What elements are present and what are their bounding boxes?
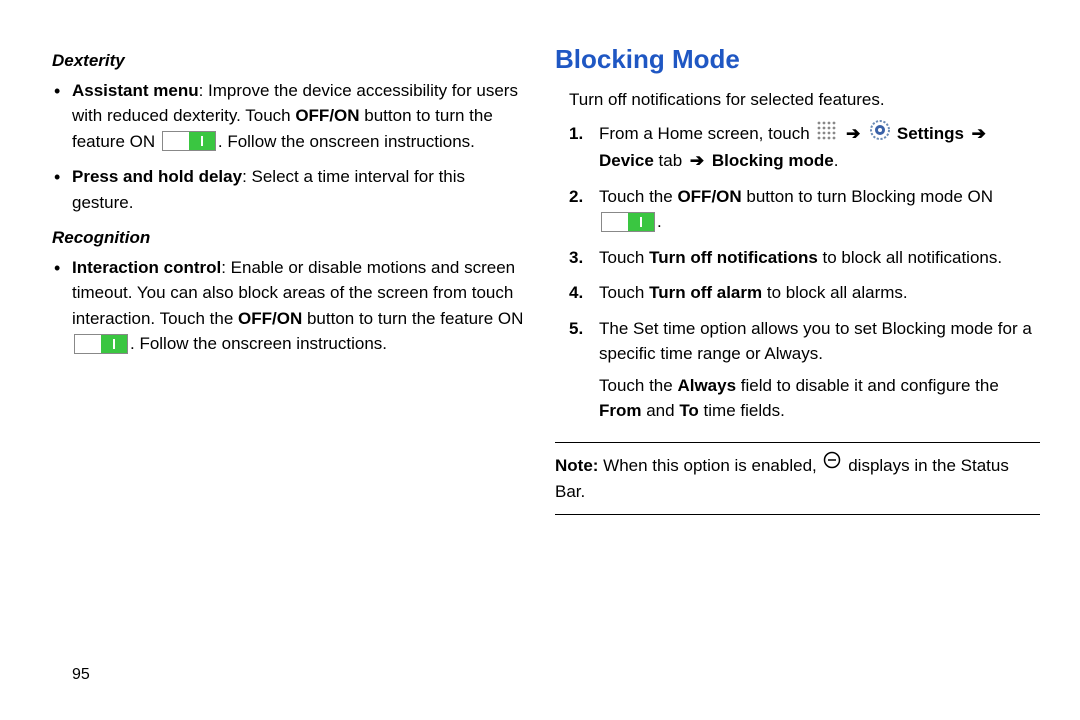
left-column: Dexterity Assistant menu: Improve the de… (40, 40, 525, 515)
steps-list: From a Home screen, touch ➔ Settings ➔ D… (569, 121, 1040, 424)
step-item: Touch Turn off notifications to block al… (569, 245, 1040, 271)
step-text: The Set time option allows you to set Bl… (599, 319, 1032, 364)
step-text: tab (654, 151, 687, 170)
step-text: and (642, 401, 680, 420)
bold-offon: OFF/ON (295, 106, 359, 125)
settings-gear-icon (870, 120, 890, 148)
step-continuation: Touch the Always field to disable it and… (599, 373, 1040, 424)
step-text: Touch (599, 283, 649, 302)
note-block: Note: When this option is enabled, displ… (555, 442, 1040, 516)
arrow-icon: ➔ (690, 151, 704, 170)
intro-text: Turn off notifications for selected feat… (569, 87, 1040, 113)
step-item: From a Home screen, touch ➔ Settings ➔ D… (569, 121, 1040, 174)
note-text: When this option is enabled, (598, 456, 821, 475)
step-item: Touch Turn off alarm to block all alarms… (569, 280, 1040, 306)
bold-offon: OFF/ON (677, 187, 741, 206)
item-lead: Interaction control (72, 258, 221, 277)
step-text: to block all alarms. (762, 283, 908, 302)
bold-label: Always (677, 376, 736, 395)
toggle-on-icon (74, 334, 128, 354)
dexterity-list: Assistant menu: Improve the device acces… (54, 78, 525, 216)
item-lead: Press and hold delay (72, 167, 242, 186)
item-lead: Assistant menu (72, 81, 199, 100)
toggle-on-icon (162, 131, 216, 151)
blocking-mode-heading: Blocking Mode (555, 40, 1040, 79)
step-text: time fields. (699, 401, 785, 420)
step-text: Touch (599, 248, 649, 267)
list-item: Press and hold delay: Select a time inte… (54, 164, 525, 215)
step-text: Touch the (599, 376, 677, 395)
two-column-layout: Dexterity Assistant menu: Improve the de… (40, 40, 1040, 515)
manual-page: Dexterity Assistant menu: Improve the de… (0, 0, 1080, 720)
step-item: Touch the OFF/ON button to turn Blocking… (569, 184, 1040, 235)
dexterity-heading: Dexterity (52, 48, 525, 74)
device-tab-label: Device (599, 151, 654, 170)
note-label: Note: (555, 456, 598, 475)
bold-label: Turn off alarm (649, 283, 762, 302)
step-text: . (834, 151, 839, 170)
list-item: Interaction control: Enable or disable m… (54, 255, 525, 357)
item-text: . Follow the onscreen instructions. (218, 132, 475, 151)
blocking-mode-status-icon (823, 451, 841, 477)
right-column: Blocking Mode Turn off notifications for… (555, 40, 1040, 515)
settings-label: Settings (897, 124, 964, 143)
step-text: . (657, 212, 662, 231)
item-text: . Follow the onscreen instructions. (130, 334, 387, 353)
step-item: The Set time option allows you to set Bl… (569, 316, 1040, 424)
recognition-heading: Recognition (52, 225, 525, 251)
step-text: to block all notifications. (818, 248, 1002, 267)
arrow-icon: ➔ (846, 124, 860, 143)
blocking-mode-label: Blocking mode (712, 151, 834, 170)
apps-grid-icon (816, 120, 836, 148)
step-text: From a Home screen, touch (599, 124, 814, 143)
step-text: field to disable it and configure the (736, 376, 999, 395)
arrow-icon: ➔ (972, 124, 986, 143)
list-item: Assistant menu: Improve the device acces… (54, 78, 525, 155)
bold-offon: OFF/ON (238, 309, 302, 328)
bold-label: To (679, 401, 699, 420)
item-text: button to turn the feature ON (302, 309, 523, 328)
bold-label: Turn off notifications (649, 248, 818, 267)
page-number: 95 (72, 666, 90, 684)
step-text: button to turn Blocking mode ON (742, 187, 993, 206)
bold-label: From (599, 401, 642, 420)
recognition-list: Interaction control: Enable or disable m… (54, 255, 525, 357)
step-text: Touch the (599, 187, 677, 206)
toggle-on-icon (601, 212, 655, 232)
